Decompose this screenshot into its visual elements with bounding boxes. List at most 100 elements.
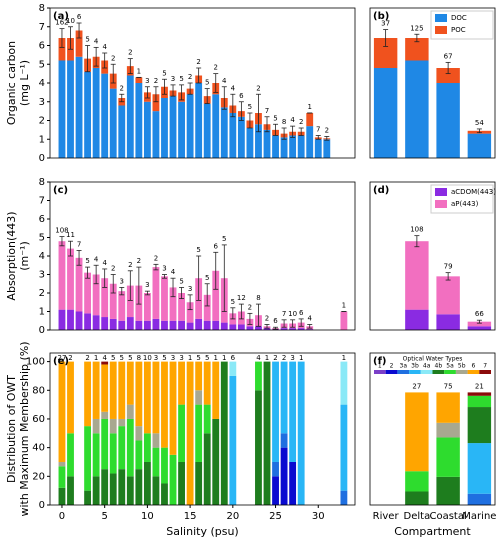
bar-segment [169, 454, 177, 505]
x-tick-label: Coastal [429, 511, 466, 522]
bar-segment [297, 328, 305, 330]
bar-segment [237, 116, 245, 158]
legend-label: aP(443) [451, 200, 479, 208]
bar-segment [118, 291, 126, 321]
bar-segment [135, 77, 143, 83]
y-tick-label: 4 [39, 251, 45, 262]
bar-segment [436, 437, 460, 477]
legend-label: 7 [483, 363, 487, 370]
legend-swatch [397, 370, 410, 374]
count-label: 5 [162, 354, 166, 362]
bar-segment [118, 105, 126, 158]
bar-segment [212, 320, 220, 330]
bar-segment [118, 361, 126, 419]
count-label: 1 [222, 354, 226, 362]
bar-segment [297, 135, 305, 158]
bar-segment [280, 447, 288, 505]
bar-segment [272, 135, 279, 158]
count-label: 1 [214, 354, 218, 362]
y-tick-label: 7 [39, 196, 45, 207]
x-axis-label: Compartment [394, 525, 471, 538]
frame [369, 181, 496, 331]
bar-segment [109, 283, 117, 319]
count-label: 5 [205, 354, 209, 362]
y-tick-label: 2 [39, 288, 45, 299]
count-label: 162 [55, 19, 68, 27]
bar-segment [75, 311, 83, 330]
bar-segment [272, 461, 279, 477]
bar-segment [220, 322, 228, 330]
count-label: 2 [325, 126, 329, 134]
y-tick-label: 1 [39, 307, 45, 318]
count-label: 4 [222, 77, 227, 85]
y-axis-label: (mg L⁻¹) [18, 60, 31, 106]
count-label: 7 [316, 126, 320, 134]
bar-segment [135, 469, 143, 505]
bar-segment [67, 476, 74, 505]
bar-segment [126, 361, 134, 405]
bar-segment [143, 293, 151, 321]
bar-segment [436, 83, 460, 158]
count-label: 8 [256, 294, 260, 302]
bar-segment [467, 493, 492, 505]
bar-segment [263, 361, 271, 505]
bar-segment [178, 404, 185, 462]
x-tick-label: 10 [141, 511, 154, 522]
bar-segment [152, 94, 160, 112]
bar-segment [229, 361, 237, 376]
count-label: 2 [128, 49, 132, 57]
count-label: 12 [237, 294, 246, 302]
legend-label: 3b [411, 363, 419, 370]
bar-segment [212, 94, 220, 158]
bar-segment [67, 60, 74, 158]
y-tick-label: 0 [39, 500, 45, 511]
count-label: 2 [248, 303, 252, 311]
bar-segment [255, 361, 262, 391]
y-tick-label: 0 [39, 153, 45, 164]
bar-segment [405, 241, 429, 310]
count-label: 125 [410, 24, 423, 32]
bar-segment [135, 83, 143, 158]
x-tick-label: 5 [101, 511, 107, 522]
bar-segment [75, 56, 83, 158]
bar-segment [405, 60, 429, 158]
bar-segment [186, 302, 194, 323]
count-label: 2 [128, 261, 132, 269]
count-label: 6 [231, 354, 236, 362]
count-label: 4 [94, 255, 99, 263]
y-tick-label: 1 [39, 134, 45, 145]
count-label: 4 [290, 116, 295, 124]
count-label: 11 [66, 231, 75, 239]
bar-segment [58, 38, 66, 61]
count-label: 2 [154, 254, 158, 262]
bar-segment [126, 75, 134, 158]
count-label: 1 [188, 354, 192, 362]
bar-segment [152, 267, 160, 319]
count-label: 4 [171, 268, 176, 276]
y-tick-label: 4 [39, 78, 45, 89]
bar-segment [101, 411, 109, 419]
bar-segment [58, 461, 66, 467]
count-label: 1 [137, 67, 141, 75]
legend-swatch [374, 370, 386, 374]
legend-label: 3a [400, 363, 408, 370]
count-label: 8 [137, 354, 141, 362]
bar-segment [92, 433, 100, 477]
count-label: 2 [265, 314, 269, 322]
legend-swatch [420, 370, 433, 374]
count-label: 75 [444, 382, 453, 390]
bar-segment [203, 404, 211, 434]
bar-segment [186, 94, 194, 158]
y-tick-label: 5 [39, 59, 45, 70]
count-label: 3 [179, 354, 183, 362]
bar-segment [272, 476, 279, 505]
count-label: 10 [143, 354, 152, 362]
count-label: 7 [265, 107, 269, 115]
bar-segment [178, 101, 185, 158]
bar-segment [58, 241, 66, 310]
bar-segment [101, 364, 109, 412]
bar-segment [169, 287, 177, 321]
bar-segment [152, 447, 160, 477]
count-label: 6 [239, 92, 244, 100]
bar-segment [212, 270, 220, 321]
